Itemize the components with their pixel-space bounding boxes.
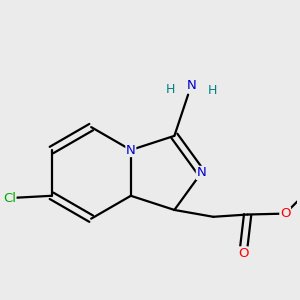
Text: O: O [238, 247, 248, 260]
Text: H: H [208, 84, 218, 97]
Text: Cl: Cl [3, 192, 16, 205]
Text: N: N [126, 143, 136, 157]
Text: H: H [166, 82, 175, 96]
Text: O: O [280, 207, 290, 220]
Text: N: N [196, 167, 206, 179]
Text: N: N [187, 79, 197, 92]
